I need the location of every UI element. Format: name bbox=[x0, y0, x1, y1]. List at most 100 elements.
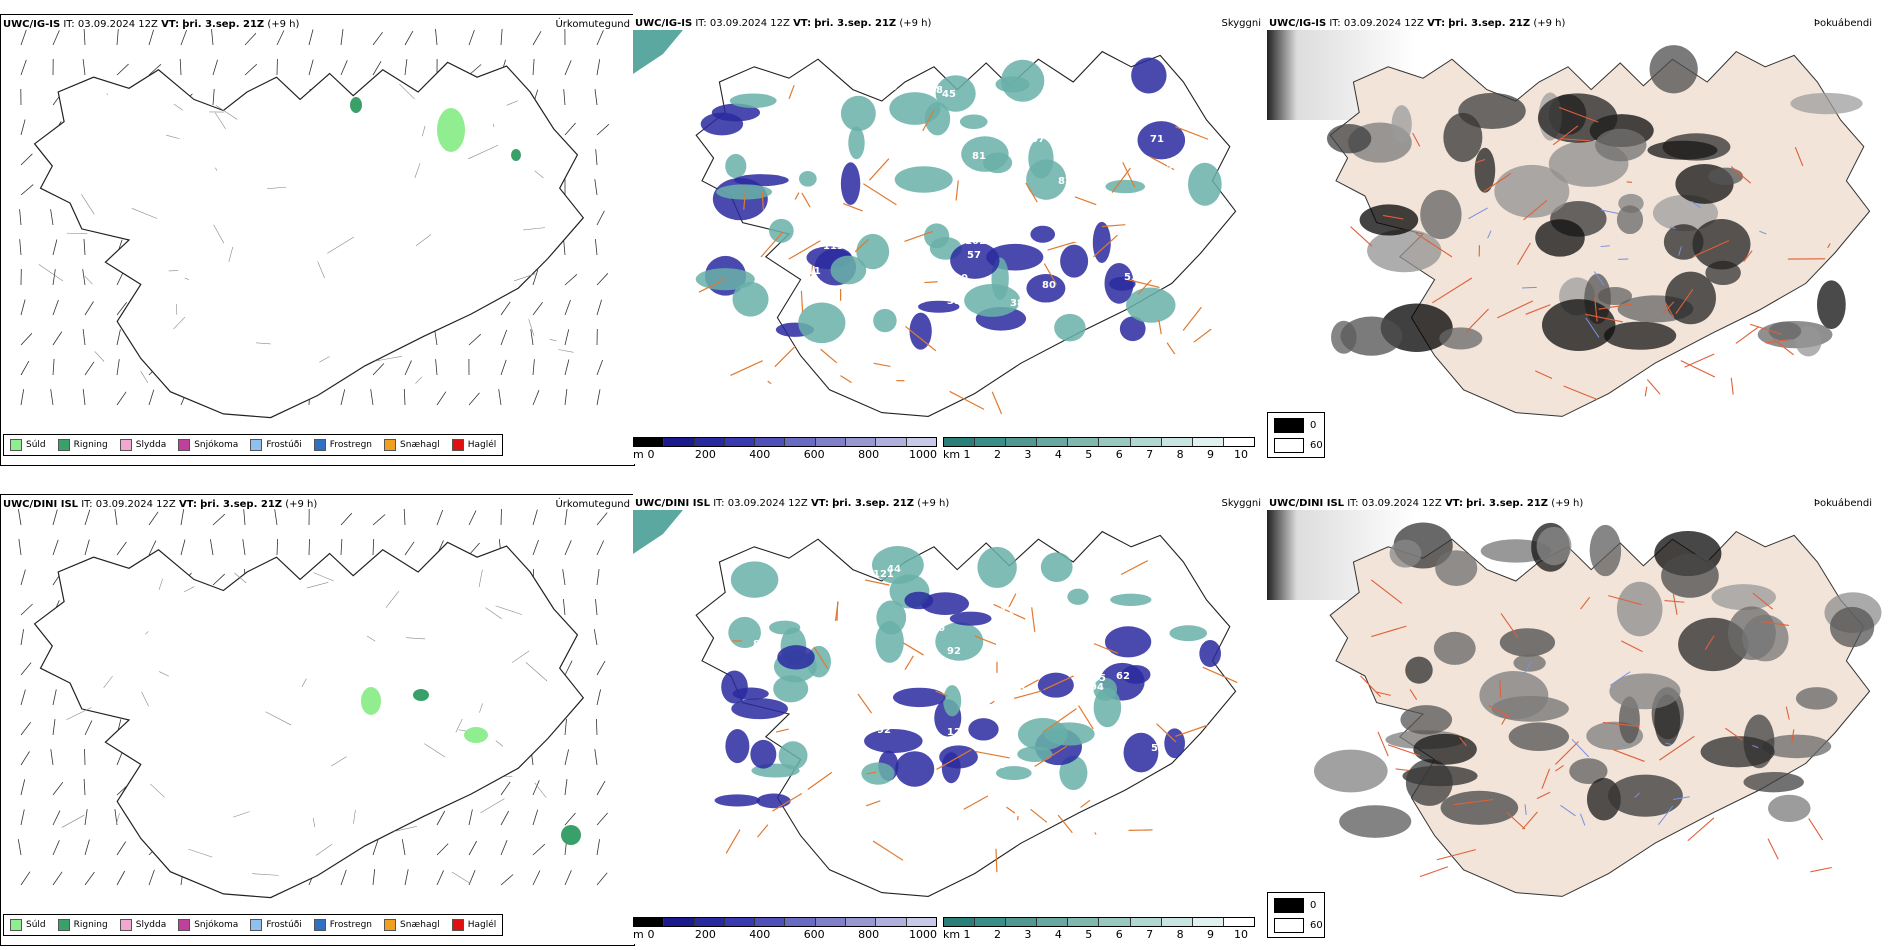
cloud-cover-legend: 0 60 bbox=[1267, 892, 1325, 938]
wind-barb bbox=[244, 32, 257, 46]
road-line bbox=[1559, 138, 1591, 142]
road-line bbox=[421, 125, 426, 137]
road-line bbox=[1608, 595, 1642, 606]
road-line bbox=[1158, 319, 1162, 335]
wind-barb bbox=[50, 389, 54, 406]
road-line bbox=[843, 203, 863, 212]
road-line bbox=[141, 691, 149, 707]
fog-panel-row2: UWC/DINI ISL IT: 03.09.2024 12Z VT: þri.… bbox=[1267, 494, 1900, 944]
road-line bbox=[1725, 727, 1743, 741]
road-line bbox=[1554, 765, 1564, 772]
legend-swatch bbox=[1274, 898, 1304, 913]
wind-barb bbox=[52, 30, 60, 46]
road-line bbox=[458, 729, 467, 732]
wind-barb bbox=[403, 508, 406, 526]
colorbar-tick-label: 800 bbox=[858, 928, 880, 941]
wind-barb bbox=[180, 29, 187, 46]
wind-barb bbox=[52, 509, 58, 526]
fog-area bbox=[1535, 219, 1585, 257]
wind-barb bbox=[18, 509, 22, 526]
road-line bbox=[1516, 242, 1531, 265]
wind-barb bbox=[594, 89, 598, 106]
wind-barb bbox=[52, 810, 61, 826]
wind-barb bbox=[82, 329, 86, 346]
wind-barb bbox=[564, 812, 576, 826]
road-line bbox=[1370, 579, 1403, 604]
low-cloud-area bbox=[798, 170, 817, 187]
road-line bbox=[385, 591, 399, 608]
river-line bbox=[1524, 804, 1527, 816]
low-cloud-area bbox=[949, 611, 992, 626]
cloud-base-value: 117 bbox=[1000, 606, 1021, 617]
road-line bbox=[1692, 240, 1730, 258]
fog-area bbox=[1537, 93, 1618, 143]
road-line bbox=[834, 601, 839, 621]
road-line bbox=[166, 134, 180, 140]
road-line bbox=[103, 675, 113, 688]
colorbar-bin bbox=[975, 438, 1007, 446]
legend-item: Snjókoma bbox=[178, 919, 238, 931]
road-line bbox=[743, 186, 747, 210]
road-line bbox=[810, 264, 814, 277]
road-line bbox=[265, 711, 292, 726]
panel-variable-name: Þokuábendi bbox=[1813, 498, 1872, 509]
cloud-base-value: 121 bbox=[873, 569, 894, 580]
road-line bbox=[1672, 593, 1678, 615]
wind-barb bbox=[20, 389, 25, 406]
wind-barb bbox=[500, 359, 507, 376]
wind-barb bbox=[404, 360, 412, 376]
wind-barb bbox=[52, 840, 60, 856]
low-cloud-area bbox=[1043, 722, 1095, 746]
low-cloud-area bbox=[935, 75, 976, 112]
wind-barb bbox=[404, 59, 408, 76]
wind-barb bbox=[564, 274, 578, 286]
fog-area bbox=[1616, 581, 1663, 637]
panel-title: UWC/DINI ISL IT: 03.09.2024 12Z VT: þri.… bbox=[635, 498, 950, 509]
river-line bbox=[1600, 245, 1610, 248]
wind-barb bbox=[436, 843, 449, 856]
road-line bbox=[306, 582, 329, 589]
river-line bbox=[1523, 660, 1532, 675]
colorbar-tick-label: 600 bbox=[803, 448, 825, 461]
wind-barb bbox=[468, 840, 478, 856]
road-line bbox=[788, 85, 795, 99]
colorbar-bin bbox=[906, 918, 936, 926]
wind-barb bbox=[52, 239, 58, 256]
fog-area bbox=[1420, 189, 1462, 240]
colorbar-bin bbox=[975, 918, 1007, 926]
colorbar-tick-label: 4 bbox=[1054, 448, 1062, 461]
legend-swatch bbox=[250, 439, 263, 451]
fog-area bbox=[1339, 805, 1412, 838]
wind-barb bbox=[595, 599, 598, 616]
colorbar-tick-label: 6 bbox=[1115, 928, 1123, 941]
low-cloud-area bbox=[1188, 162, 1222, 206]
river-line bbox=[1593, 271, 1605, 286]
wind-barb bbox=[114, 509, 118, 526]
road-line bbox=[414, 163, 421, 179]
low-cloud-area bbox=[731, 698, 788, 720]
road-line bbox=[81, 194, 95, 215]
low-cloud-area bbox=[756, 793, 791, 809]
road-line bbox=[772, 792, 803, 812]
road-line bbox=[1042, 708, 1077, 733]
wind-barb bbox=[116, 329, 121, 346]
road-line bbox=[922, 108, 936, 132]
wind-barb bbox=[84, 839, 90, 856]
legend-item: Súld bbox=[10, 919, 46, 931]
visibility-map: 96 94 81 99 57 82 10 71 31 38 53 33 73 80 87 101 112 111 3… bbox=[633, 30, 1237, 417]
wind-barb bbox=[596, 872, 608, 886]
road-line bbox=[1093, 234, 1118, 258]
road-line bbox=[1585, 313, 1623, 323]
wind-barb bbox=[564, 389, 568, 406]
road-line bbox=[1125, 278, 1160, 289]
road-line bbox=[495, 605, 523, 615]
colorbar-bin bbox=[1223, 918, 1254, 926]
precip-map bbox=[17, 508, 608, 899]
road-line bbox=[150, 783, 165, 798]
legend-label: Snjókoma bbox=[194, 440, 239, 450]
fog-area bbox=[1652, 194, 1719, 232]
road-line bbox=[866, 771, 877, 775]
colorbar-bin bbox=[815, 438, 847, 446]
cloud-base-value: 58 bbox=[834, 625, 848, 636]
wind-barb bbox=[532, 30, 542, 46]
